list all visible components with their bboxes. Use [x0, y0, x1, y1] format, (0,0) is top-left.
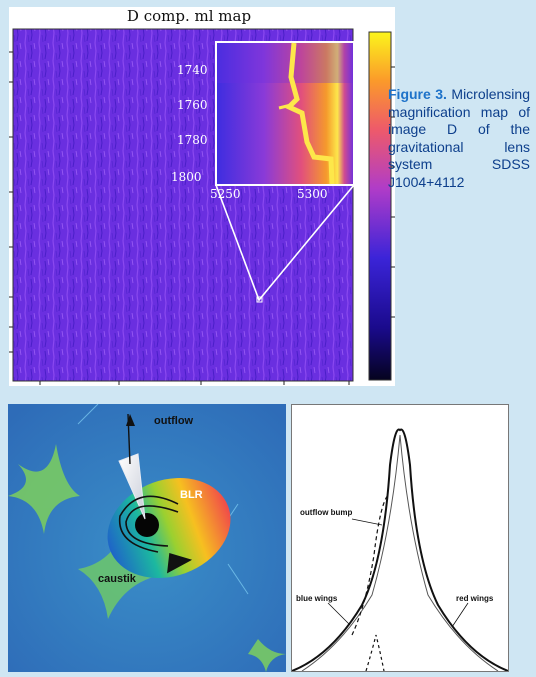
- blr-label: BLR: [180, 489, 203, 501]
- caption-label: Figure 3.: [388, 86, 447, 102]
- profile-difference: [365, 634, 385, 672]
- caustic-blr-svg: outflow BLR caustik: [8, 403, 286, 672]
- rotation-arrows: [118, 495, 193, 574]
- figure-caption: Figure 3. Microlensing magnification map…: [388, 86, 530, 191]
- profile-narrow: [301, 434, 499, 672]
- colorbar: [368, 31, 392, 381]
- inset-zoom: [215, 41, 355, 186]
- line-profile-svg: outflow bump blue wings red wings: [291, 428, 509, 672]
- inset-ytick: 1760: [177, 98, 208, 112]
- red-wings-label: red wings: [456, 594, 494, 603]
- magnification-map-figure: [9, 28, 395, 385]
- outflow-bump-label: outflow bump: [300, 508, 353, 517]
- outflow-label: outflow: [154, 415, 194, 427]
- inset-xtick: 5250: [210, 187, 241, 201]
- inset-xtick: 5300: [297, 187, 328, 201]
- blue-wings-label: blue wings: [296, 594, 338, 603]
- profile-main: [291, 428, 509, 672]
- zoom-connector: [215, 184, 355, 302]
- caption-text: Microlensing magnification map of image …: [388, 86, 530, 190]
- inset-ytick: 1800: [171, 170, 202, 184]
- caustic-label: caustik: [98, 573, 137, 585]
- central-source: [135, 513, 159, 537]
- outflow-cone: [118, 453, 146, 520]
- inset-ytick: 1780: [177, 133, 208, 147]
- magnification-map-panel: D comp. ml map: [9, 7, 395, 386]
- caustic-blr-diagram: outflow BLR caustik: [8, 403, 286, 672]
- map-title: D comp. ml map: [126, 7, 252, 25]
- inset-ytick: 1740: [177, 63, 208, 77]
- zoom-region-marker: [256, 296, 263, 303]
- caustic-shapes: [8, 444, 286, 672]
- line-profile-panel: outflow bump blue wings red wings: [291, 404, 509, 672]
